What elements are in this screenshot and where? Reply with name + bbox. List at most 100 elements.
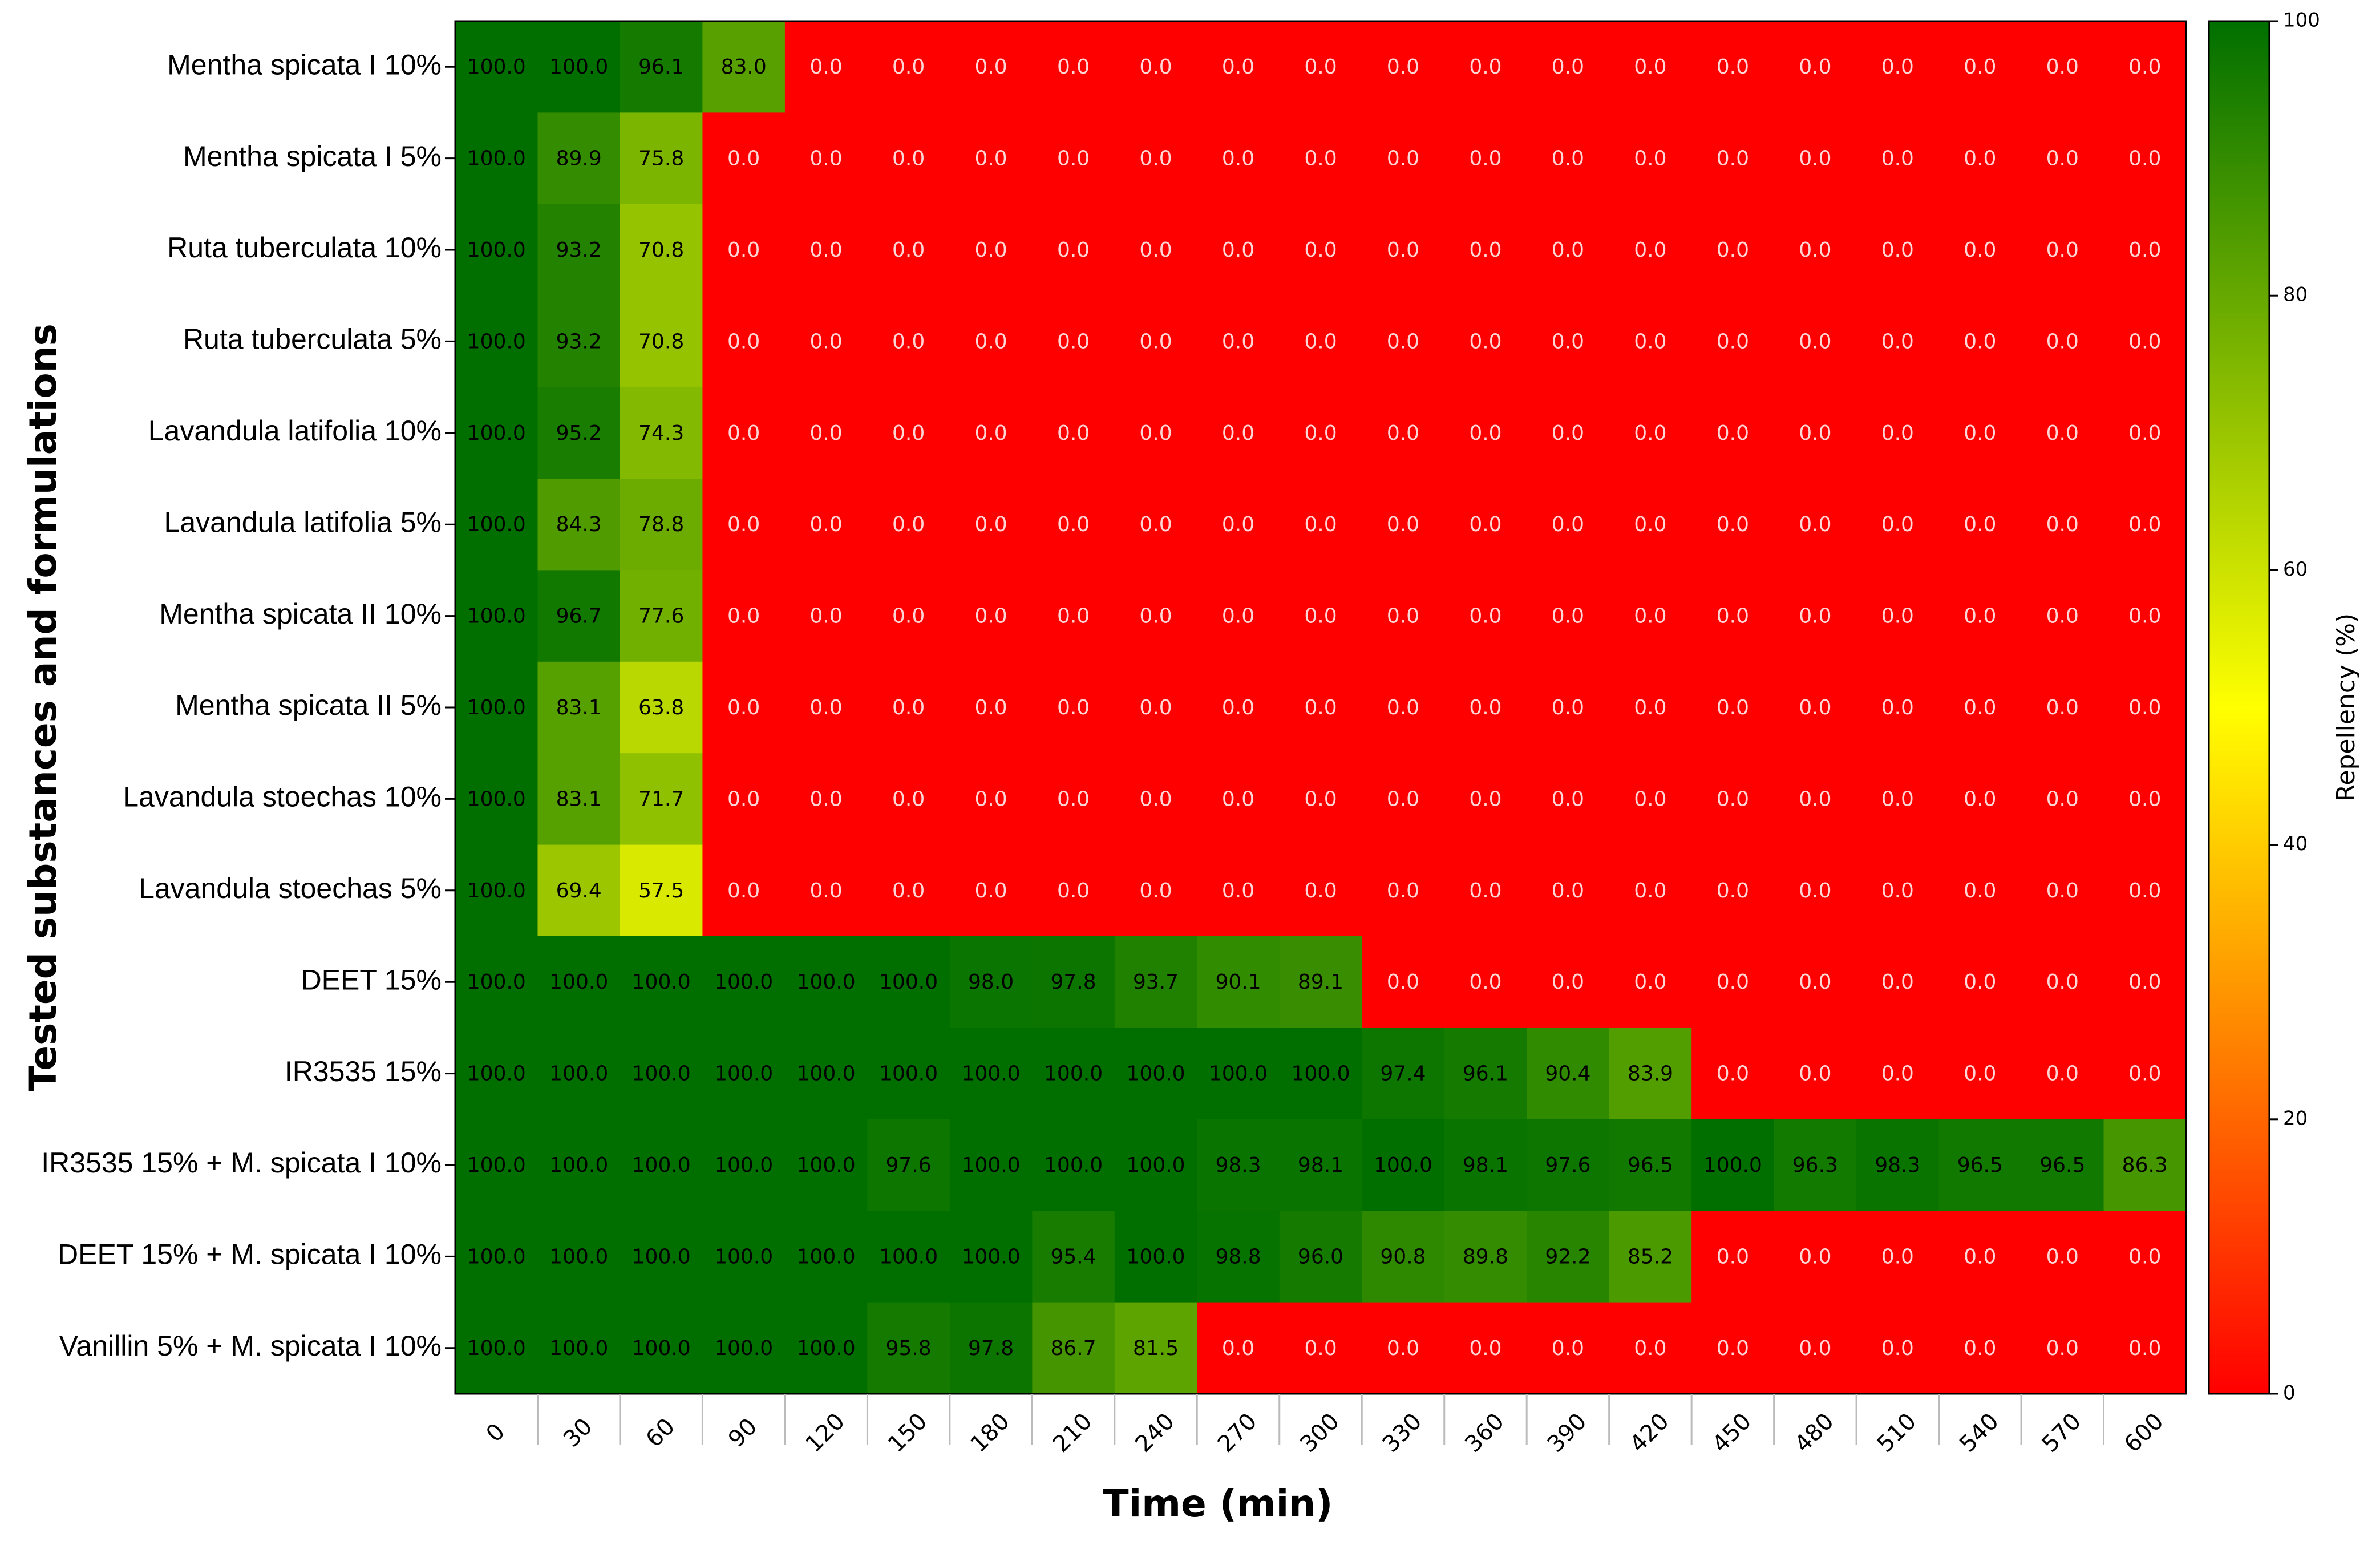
cell-label: 0.0 <box>2046 422 2079 445</box>
cell-label: 0.0 <box>1881 879 1914 903</box>
cell-label: 0.0 <box>1304 422 1337 445</box>
heatmap-cell <box>2103 387 2187 479</box>
cell-label: 0.0 <box>2046 1062 2079 1086</box>
heatmap-cell <box>1527 936 1610 1028</box>
heatmap-cell <box>1197 570 1280 662</box>
heatmap-cell <box>1362 204 1445 296</box>
cell-label: 0.0 <box>1552 970 1584 994</box>
cell-label: 96.3 <box>1792 1154 1838 1177</box>
cell-label: 0.0 <box>1799 605 1831 628</box>
heatmap-cell <box>2021 112 2104 205</box>
cell-label: 0.0 <box>974 605 1007 628</box>
heatmap-cell <box>702 570 786 662</box>
heatmap-cell <box>537 479 621 571</box>
cell-label: 95.4 <box>1050 1245 1096 1268</box>
heatmap-cell <box>949 570 1033 662</box>
cell-label: 0.0 <box>810 55 843 79</box>
heatmap-cell <box>1032 296 1115 388</box>
heatmap-cell <box>1032 1211 1115 1303</box>
cell-label: 70.8 <box>638 330 684 353</box>
cell-label: 0.0 <box>2046 787 2079 811</box>
cell-label: 0.0 <box>1717 1337 1749 1360</box>
cell-label: 0.0 <box>1717 55 1749 79</box>
heatmap-cell <box>2021 21 2104 113</box>
x-tick-label: 300 <box>1295 1408 1345 1458</box>
cell-label: 93.2 <box>556 330 602 353</box>
cell-label: 0.0 <box>2046 970 2079 994</box>
heatmap-cell <box>949 296 1033 388</box>
cell-label: 89.9 <box>556 147 602 171</box>
heatmap-cell <box>1279 570 1362 662</box>
heatmap-cell <box>949 1119 1033 1211</box>
cell-label: 0.0 <box>1799 238 1831 262</box>
heatmap-cell <box>1362 844 1445 937</box>
cell-label: 0.0 <box>1881 1337 1914 1360</box>
cell-label: 0.0 <box>974 787 1007 811</box>
cell-label: 0.0 <box>1387 1337 1419 1360</box>
heatmap-cell <box>1938 387 2022 479</box>
cell-label: 0.0 <box>1964 1245 1996 1268</box>
y-tick-label: Vanillin 5% + M. spicata I 10% <box>59 1330 442 1362</box>
heatmap-cell <box>537 21 621 113</box>
cell-label: 0.0 <box>1717 879 1749 903</box>
cell-label: 0.0 <box>1634 55 1666 79</box>
cell-label: 0.0 <box>810 422 843 445</box>
y-axis-title: Tested substances and formulations <box>21 323 65 1091</box>
heatmap-cell <box>1527 1302 1610 1394</box>
heatmap-cell <box>702 844 786 937</box>
cell-label: 100.0 <box>797 1154 856 1177</box>
cell-label: 0.0 <box>810 147 843 171</box>
cell-label: 0.0 <box>1634 696 1666 719</box>
heatmap-cell <box>702 1211 786 1303</box>
heatmap-cell <box>1691 21 1775 113</box>
heatmap-cell <box>455 661 538 754</box>
heatmap-cell <box>1197 387 1280 479</box>
cell-label: 0.0 <box>974 330 1007 353</box>
heatmap-cell <box>620 936 703 1028</box>
cell-label: 0.0 <box>727 513 760 536</box>
cell-label: 0.0 <box>892 513 925 536</box>
cell-label: 100.0 <box>467 605 526 628</box>
heatmap-cell <box>1279 1211 1362 1303</box>
cell-label: 0.0 <box>2046 147 2079 171</box>
colorbar-tick-label: 80 <box>2283 284 2308 306</box>
heatmap-cell <box>867 661 950 754</box>
x-tick-label: 60 <box>641 1413 681 1453</box>
heatmap-cell <box>1362 936 1445 1028</box>
cell-label: 0.0 <box>1469 696 1501 719</box>
heatmap-cell <box>1691 1028 1775 1120</box>
heatmap-cell <box>1691 570 1775 662</box>
heatmap-cell <box>620 1302 703 1394</box>
cell-label: 0.0 <box>2128 605 2161 628</box>
cell-label: 0.0 <box>1222 422 1254 445</box>
cell-label: 0.0 <box>974 879 1007 903</box>
heatmap-cell <box>949 661 1033 754</box>
heatmap-cell <box>784 112 868 205</box>
heatmap-cell <box>784 936 868 1028</box>
cell-label: 0.0 <box>2046 605 2079 628</box>
cell-label: 0.0 <box>2128 330 2161 353</box>
heatmap-cell <box>537 844 621 937</box>
heatmap-cell <box>537 296 621 388</box>
cell-label: 0.0 <box>727 879 760 903</box>
cell-label: 0.0 <box>1634 422 1666 445</box>
colorbar-title: Repellency (%) <box>2332 613 2361 802</box>
cell-label: 0.0 <box>974 238 1007 262</box>
cell-label: 97.6 <box>1545 1154 1590 1177</box>
cell-label: 0.0 <box>1881 513 1914 536</box>
cell-label: 0.0 <box>1552 330 1584 353</box>
cell-label: 0.0 <box>1469 605 1501 628</box>
cell-label: 86.7 <box>1050 1337 1096 1360</box>
cell-label: 100.0 <box>467 696 526 719</box>
cell-label: 0.0 <box>1469 970 1501 994</box>
heatmap-cell <box>2021 570 2104 662</box>
heatmap-cell <box>1444 1211 1527 1303</box>
heatmap-cell <box>1691 112 1775 205</box>
heatmap-cell <box>1774 296 1857 388</box>
heatmap-cell <box>1527 387 1610 479</box>
heatmap-cell <box>1774 936 1857 1028</box>
heatmap-cell <box>1774 570 1857 662</box>
cell-label: 0.0 <box>1634 513 1666 536</box>
x-tick-label: 30 <box>558 1413 598 1453</box>
